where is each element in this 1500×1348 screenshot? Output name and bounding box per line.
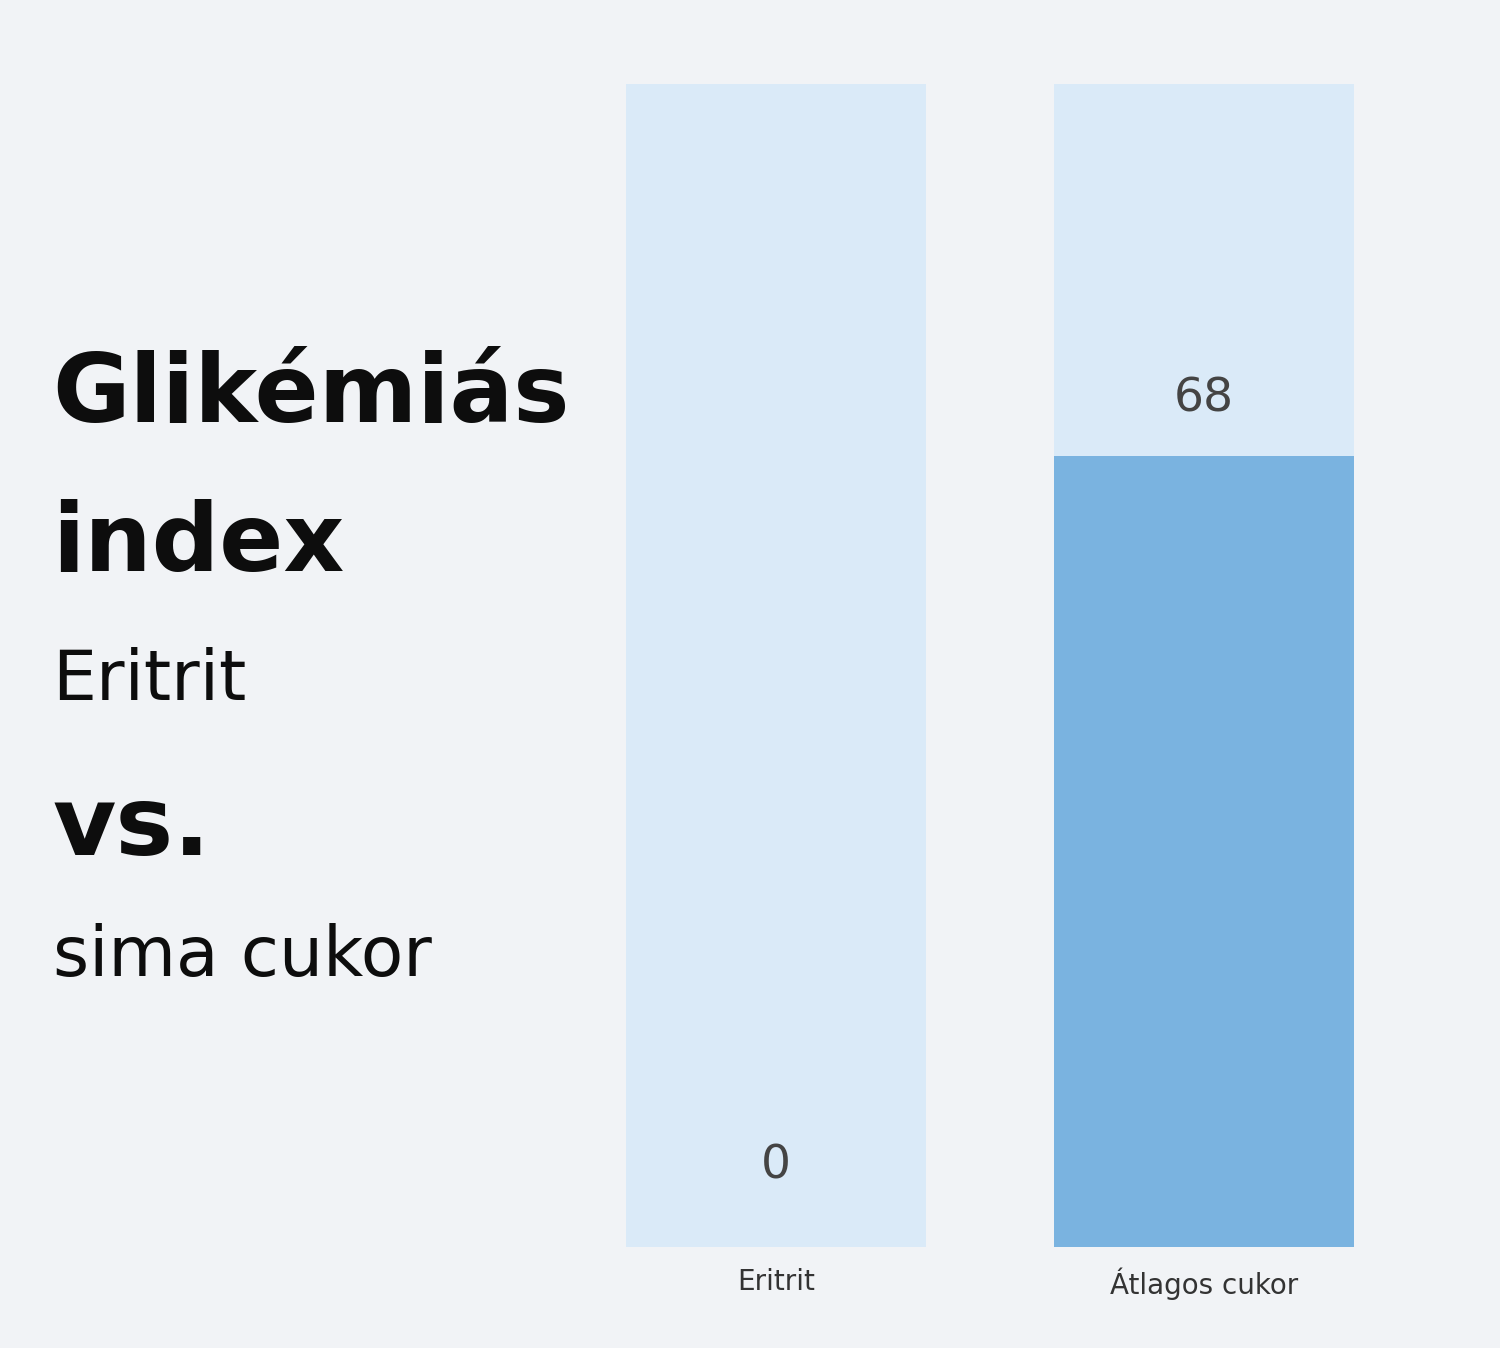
- Bar: [1054, 84, 1354, 1247]
- Bar: [1054, 456, 1354, 1247]
- Text: index: index: [53, 499, 345, 590]
- Text: vs.: vs.: [53, 782, 210, 875]
- Text: 0: 0: [760, 1143, 790, 1189]
- Text: sima cukor: sima cukor: [53, 923, 432, 991]
- Text: Glikémiás: Glikémiás: [53, 350, 570, 442]
- Text: 68: 68: [1174, 376, 1234, 421]
- Bar: [626, 84, 926, 1247]
- Text: Eritrit: Eritrit: [53, 647, 246, 714]
